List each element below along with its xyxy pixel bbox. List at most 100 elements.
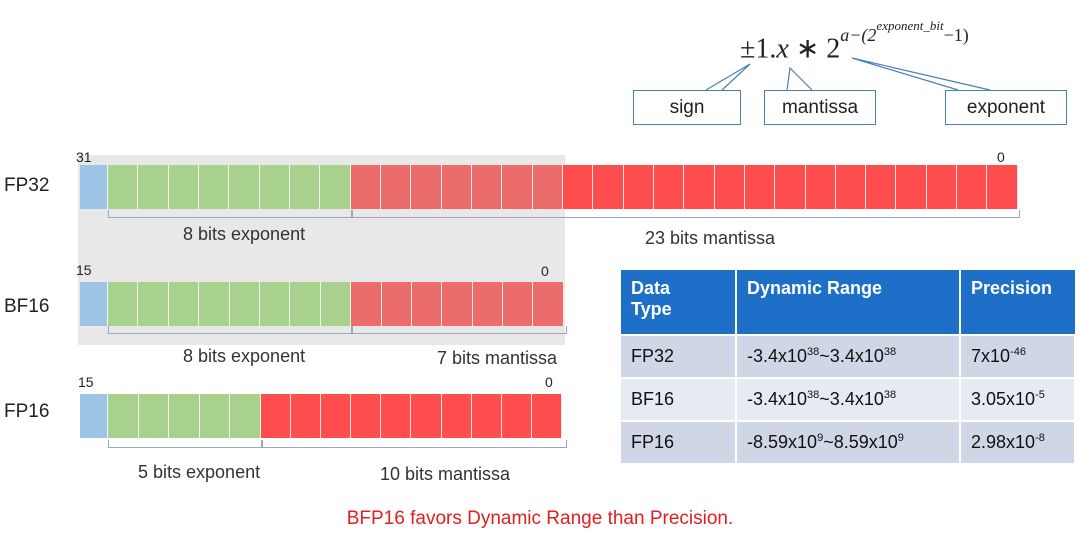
fp32-mantissa-bit <box>714 165 745 209</box>
fp32-exponent-brace <box>108 210 352 218</box>
fp16-mantissa-bit <box>471 394 502 438</box>
bf16-exponent-bit <box>290 282 321 326</box>
fp32-mantissa-bit <box>896 165 927 209</box>
fp16-exponent-brace <box>108 440 262 448</box>
bf16-mantissa-bit <box>411 282 443 326</box>
formula-exp-a: a−(2 <box>840 25 877 45</box>
fp32-exponent-bit <box>168 165 199 209</box>
row-range: -3.4x1038~3.4x1038 <box>736 377 961 421</box>
range-low-base: -3.4x10 <box>747 346 808 366</box>
precision-base: 2.98x10 <box>971 432 1036 452</box>
fp32-mantissa-bit <box>502 165 533 209</box>
bf16-exponent-caption: 8 bits exponent <box>183 346 306 366</box>
precision-base: 3.05x10 <box>971 389 1036 409</box>
range-high-base: ~3.4x10 <box>819 346 884 366</box>
fp32-mantissa-bit <box>835 165 867 209</box>
bf16-mantissa-bit <box>381 282 412 326</box>
fp16-mantissa-bit <box>381 394 412 438</box>
bf16-mantissa-bit <box>503 282 534 326</box>
fp16-sign-bit <box>80 394 108 438</box>
fp32-msb: 31 <box>76 149 92 165</box>
fp16-exponent-bit <box>138 394 169 438</box>
mantissa-label: mantissa <box>764 90 876 125</box>
fp32-mantissa-bit <box>775 165 806 209</box>
table-header-row: Data Type Dynamic Range Precision <box>621 270 1075 335</box>
fp32-mantissa-bit <box>866 165 897 209</box>
fp16-exponent-bit <box>230 394 261 438</box>
fp32-mantissa-bit <box>684 165 715 209</box>
fp32-mantissa-bit <box>411 165 442 209</box>
fp16-mantissa-bit <box>320 394 352 438</box>
fp32-exponent-bit <box>259 165 290 209</box>
fp16-mantissa-bit <box>290 394 321 438</box>
fp16-mantissa-bit <box>260 394 291 438</box>
fp16-bit-bar <box>80 394 565 438</box>
formula-mid: ∗ 2 <box>788 33 841 65</box>
precision-exp: -46 <box>1010 346 1026 358</box>
bf16-exponent-bit <box>320 282 352 326</box>
fp16-label: FP16 <box>4 401 50 422</box>
table-row: FP16 -8.59x109~8.59x109 2.98x10-8 <box>621 420 1076 463</box>
fp16-msb: 15 <box>78 374 94 390</box>
row-range: -3.4x1038~3.4x1038 <box>736 334 961 378</box>
row-precision: 7x10-46 <box>960 334 1076 378</box>
sign-connector <box>705 63 751 91</box>
precision-base: 7x10 <box>971 346 1011 366</box>
table-header-precision: Precision <box>960 270 1075 335</box>
bf16-mantissa-brace <box>352 326 567 334</box>
formula-exp-tail: −1) <box>943 25 969 45</box>
precision-exp: -8 <box>1035 432 1045 444</box>
bf16-mantissa-bit <box>351 282 382 326</box>
bf16-bit-bar <box>80 282 566 326</box>
fp16-mantissa-bit <box>502 394 533 438</box>
fp16-mantissa-bit <box>532 394 563 438</box>
range-low-base: -3.4x10 <box>747 389 808 409</box>
fp32-exponent-bit <box>138 165 169 209</box>
formula-exponent: a−(2exponent_bit−1) <box>840 18 969 45</box>
fp16-exponent-caption: 5 bits exponent <box>138 462 261 482</box>
bf16-mantissa-bit <box>533 282 564 326</box>
fp32-exponent-bit <box>320 165 351 209</box>
fp32-mantissa-bit <box>623 165 654 209</box>
fp32-mantissa-bit <box>805 165 836 209</box>
mantissa-connector <box>786 66 813 91</box>
formula-x: x <box>776 33 789 65</box>
row-type: BF16 <box>621 377 737 421</box>
fp32-exponent-bit <box>107 165 139 209</box>
formula: ±1.x ∗ 2a−(2exponent_bit−1) <box>740 18 969 65</box>
fp16-lsb: 0 <box>545 374 553 390</box>
row-type: FP32 <box>621 334 737 378</box>
fp32-mantissa-bit <box>593 165 624 209</box>
row-precision: 2.98x10-8 <box>960 420 1076 463</box>
bf16-mantissa-bit <box>472 282 504 326</box>
formula-exp-inner: exponent_bit <box>876 18 944 33</box>
range-low-exp: 9 <box>817 432 824 444</box>
fp32-mantissa-bit <box>926 165 958 209</box>
exponent-label: exponent <box>945 90 1067 125</box>
table-row: FP32 -3.4x1038~3.4x1038 7x10-46 <box>621 334 1076 378</box>
fp16-mantissa-caption: 10 bits mantissa <box>380 464 511 484</box>
range-high-exp: 9 <box>897 432 904 444</box>
bf16-lsb: 0 <box>541 263 549 279</box>
bf16-mantissa-caption: 7 bits mantissa <box>437 348 558 368</box>
fp32-mantissa-bit <box>532 165 563 209</box>
bf16-mantissa-bit <box>442 282 473 326</box>
formula-prefix: ±1. <box>740 33 777 65</box>
table-header-type: Data Type <box>621 270 737 335</box>
bf16-sign-bit <box>80 282 108 326</box>
fp32-mantissa-bit <box>471 165 503 209</box>
fp32-mantissa-bit <box>653 165 685 209</box>
fp16-mantissa-bit <box>411 394 442 438</box>
data-type-table: Data Type Dynamic Range Precision FP32 -… <box>621 270 1076 463</box>
fp32-mantissa-bit <box>441 165 472 209</box>
fp16-mantissa-brace <box>262 440 567 448</box>
range-high-base: ~8.59x10 <box>823 432 898 452</box>
fp16-mantissa-bit <box>351 394 382 438</box>
bf16-exponent-brace <box>108 326 352 334</box>
precision-exp: -5 <box>1035 389 1045 401</box>
bf16-exponent-bit <box>108 282 139 326</box>
fp32-mantissa-bit <box>987 165 1018 209</box>
fp32-label: FP32 <box>4 175 50 196</box>
fp32-mantissa-brace <box>352 210 1020 218</box>
